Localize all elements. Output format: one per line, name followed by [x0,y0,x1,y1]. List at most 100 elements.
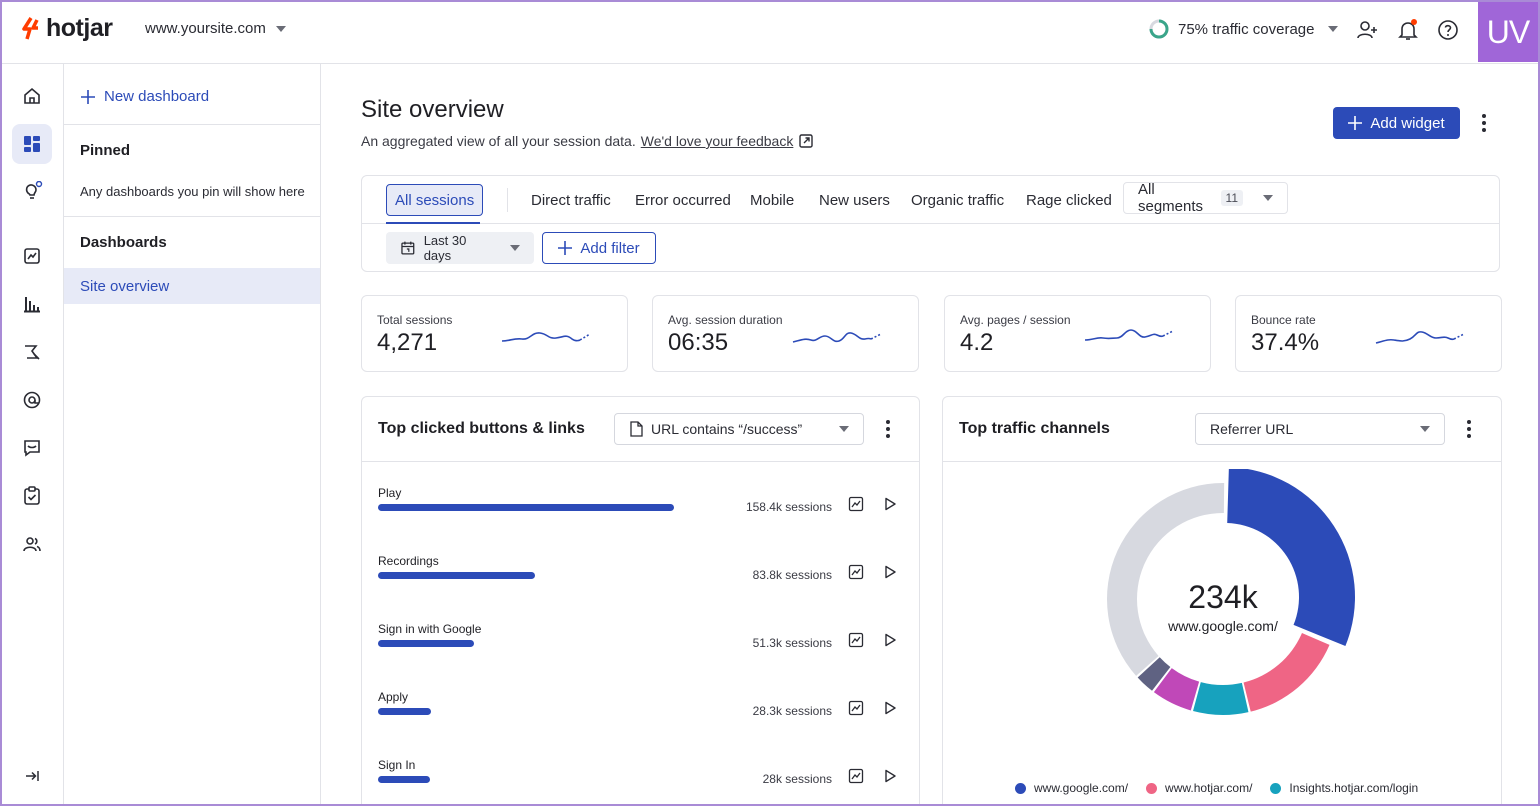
segment-count-badge: 11 [1220,190,1243,206]
trend-chart-icon[interactable] [848,496,864,512]
session-bar [378,708,431,715]
widget-title: Top traffic channels [959,420,1110,437]
donut-slice[interactable] [1107,483,1225,676]
clicked-element-row[interactable]: Sign in with Google 51.3k sessions [378,622,900,690]
add-widget-label: Add widget [1370,114,1445,132]
legend-item[interactable]: Insights.hotjar.com/login [1270,781,1418,795]
metric-label: Total sessions [377,313,453,327]
site-selector[interactable]: www.yoursite.com [145,20,286,37]
legend-item[interactable]: www.hotjar.com/ [1146,781,1252,795]
metric-label: Avg. session duration [668,313,783,327]
funnels-icon[interactable] [12,284,52,324]
page-title: Site overview [361,96,504,123]
users-icon[interactable] [12,524,52,564]
play-icon[interactable] [882,700,898,716]
feedback-link[interactable]: We'd love your feedback [640,133,794,149]
donut-slice[interactable] [1153,668,1200,711]
clicked-element-row[interactable]: Apply 28.3k sessions [378,690,900,758]
segment-error-occurred[interactable]: Error occurred [635,192,731,209]
segment-organic-traffic[interactable]: Organic traffic [911,192,1005,209]
more-options-icon[interactable] [878,419,898,439]
clicked-element-row[interactable]: Play 158.4k sessions [378,486,900,554]
user-avatar[interactable]: UV [1478,2,1538,62]
segment-rage-clicked[interactable]: Rage clicked [1026,192,1112,209]
donut-slice[interactable] [1243,633,1330,712]
help-icon[interactable] [1436,18,1460,42]
session-count: 158.4k sessions [745,500,832,514]
play-icon[interactable] [882,632,898,648]
donut-slice[interactable] [1193,682,1249,715]
new-dashboard-button[interactable]: New dashboard [80,88,209,105]
donut-slice[interactable] [1227,469,1355,647]
segment-new-users[interactable]: New users [819,192,890,209]
trends-icon[interactable] [12,236,52,276]
trend-chart-icon[interactable] [848,632,864,648]
play-icon[interactable] [882,496,898,512]
legend-swatch [1015,782,1026,794]
surveys-icon[interactable] [12,476,52,516]
trend-chart-icon[interactable] [848,768,864,784]
legend-item[interactable]: www.google.com/ [1015,781,1128,795]
metric-card-bounce-rate[interactable]: Bounce rate 37.4% [1235,295,1502,372]
home-icon[interactable] [12,76,52,116]
add-user-icon[interactable] [1355,18,1379,42]
segment-all-sessions[interactable]: All sessions [386,184,484,216]
segment-mobile[interactable]: Mobile [750,192,795,209]
trend-chart-icon[interactable] [848,564,864,580]
dashboard-icon[interactable] [12,124,52,164]
widget-title: Top clicked buttons & links [378,420,585,437]
metric-label: Avg. pages / session [960,313,1071,327]
traffic-coverage-selector[interactable]: 75% traffic coverage [1148,18,1339,40]
plus-icon [558,241,573,255]
feedback-icon[interactable] [12,428,52,468]
trend-chart-icon[interactable] [848,700,864,716]
hotjar-logo[interactable]: hotjar [22,14,113,43]
all-segments-dropdown[interactable]: All segments 11 [1123,181,1288,215]
add-widget-button[interactable]: Add widget [1333,107,1460,139]
divider [64,216,320,217]
date-range-dropdown[interactable]: Last 30 days [386,232,534,264]
external-link-icon[interactable] [798,133,814,149]
legend-swatch [1146,782,1158,794]
play-icon[interactable] [882,564,898,580]
referrer-dropdown[interactable]: Referrer URL [1195,413,1445,445]
play-icon[interactable] [882,768,898,784]
session-count: 28.3k sessions [752,704,832,718]
chevron-down-icon [275,25,286,32]
legend-swatch [1270,782,1282,794]
legend-label: www.google.com/ [1034,781,1129,795]
add-filter-button[interactable]: Add filter [542,232,656,264]
session-bar [378,776,430,783]
bell-icon[interactable] [1396,18,1420,42]
sparkline-chart [792,332,882,343]
chevron-down-icon [1328,26,1339,32]
clicked-element-row[interactable]: Sign In 28k sessions [378,758,900,806]
metric-card-avg-session-duration[interactable]: Avg. session duration 06:35 [652,295,919,372]
segment-direct-traffic[interactable]: Direct traffic [531,192,611,209]
all-segments-label: All segments [1138,181,1204,215]
metric-value: 06:35 [668,329,729,356]
recordings-icon[interactable] [12,380,52,420]
divider [507,188,508,212]
metric-value: 4.2 [960,329,994,356]
url-filter-label: URL contains “/success” [651,421,803,437]
subtitle-text: An aggregated view of all your session d… [361,133,636,149]
sparkline-chart [1084,329,1174,341]
main-content: Site overview An aggregated view of all … [321,64,1540,806]
sparkline-chart [1375,331,1465,344]
heatmaps-icon[interactable] [12,332,52,372]
donut-slice[interactable] [1137,657,1171,691]
sidebar-item-site-overview[interactable]: Site overview [64,268,320,304]
metric-card-avg-pages-session[interactable]: Avg. pages / session 4.2 [944,295,1211,372]
url-filter-dropdown[interactable]: URL contains “/success” [614,413,864,445]
dashboards-sidebar: New dashboard Pinned Any dashboards you … [64,64,321,806]
clicked-element-row[interactable]: Recordings 83.8k sessions [378,554,900,622]
metric-value: 37.4% [1251,329,1320,356]
top-bar: hotjar www.yoursite.com 75% traffic cove… [0,0,1540,64]
lightbulb-icon[interactable] [12,172,52,212]
segment-filter-panel: All sessions Direct traffic Error occurr… [361,175,1500,272]
more-options-icon[interactable] [1459,419,1479,439]
collapse-icon[interactable] [12,756,52,796]
metric-card-total-sessions[interactable]: Total sessions 4,271 [361,295,628,372]
more-options-icon[interactable] [1474,113,1494,133]
